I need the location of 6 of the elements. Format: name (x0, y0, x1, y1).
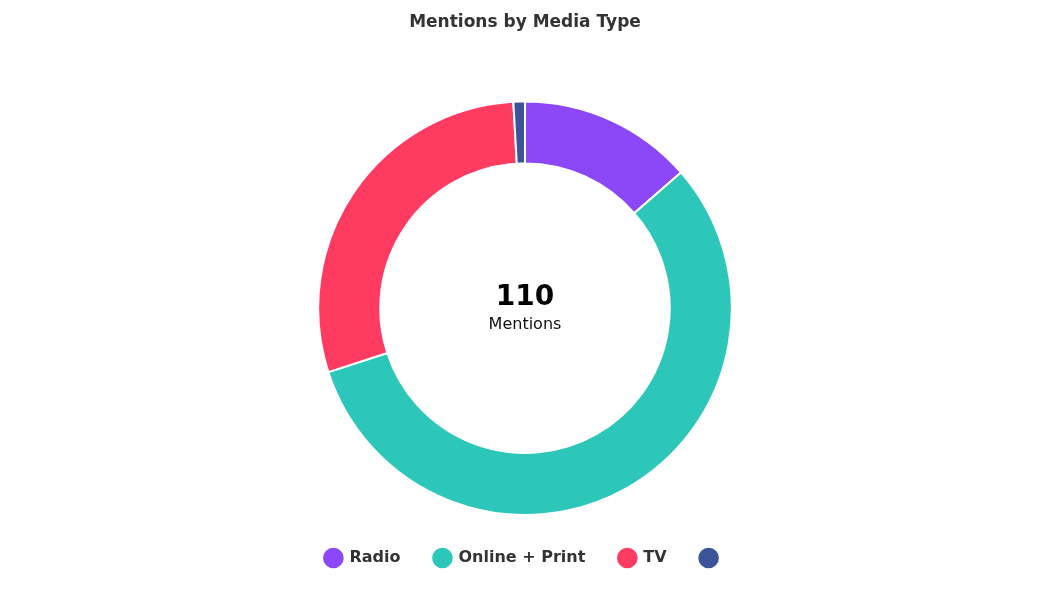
legend-label: TV (643, 547, 668, 567)
text: Mentions (488, 314, 562, 334)
legend-label: Radio (349, 547, 401, 567)
text: 110 (495, 279, 555, 313)
chart-title: Mentions by Media Type (409, 10, 641, 31)
legend-label: Online + Print (458, 547, 586, 567)
